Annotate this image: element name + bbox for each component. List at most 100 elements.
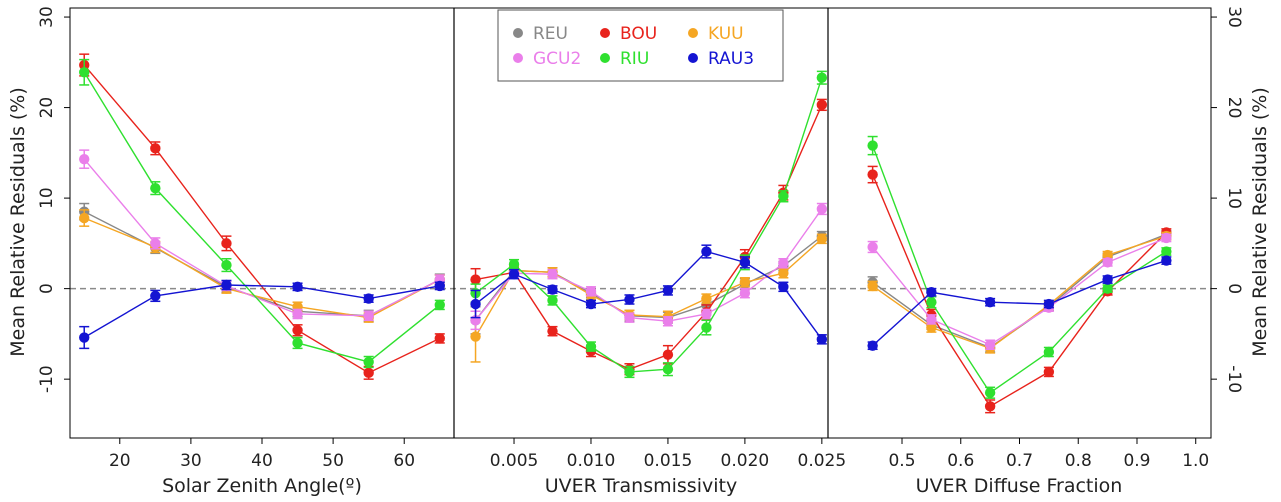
y-axis-title-right: Mean Relative Residuals (%) (1249, 87, 1271, 357)
legend-entry-bou: BOU (600, 24, 657, 44)
data-point-rau3 (434, 280, 445, 292)
data-point-kuu (470, 331, 481, 342)
x-tick-label-panel-1: 30 (180, 451, 202, 471)
legend-entry-riu: RIU (600, 49, 649, 69)
data-point-riu (508, 258, 520, 270)
x-axis-title-panel-1: Solar Zenith Angle(º) (162, 475, 362, 497)
data-point-riu (816, 72, 828, 83)
data-point-gcu2 (150, 238, 161, 249)
series-riu-panel-1 (79, 58, 445, 369)
series-line-kuu (83, 217, 441, 319)
legend-label-reu: REU (533, 24, 568, 44)
series-line-rau3 (872, 259, 1167, 347)
data-point-kuu (79, 212, 90, 224)
data-point-rau3 (221, 279, 232, 291)
data-point-riu (434, 299, 445, 311)
data-point-riu (984, 387, 996, 398)
series-line-gcu2 (872, 237, 1167, 346)
x-tick-label-panel-3: 1.0 (1182, 451, 1209, 471)
series-line-gcu2 (475, 208, 823, 322)
series-rau3-panel-3 (867, 255, 1172, 351)
data-point-rau3 (585, 298, 597, 310)
series-line-riu (83, 71, 441, 363)
data-point-gcu2 (585, 286, 597, 297)
y-tick-label-right: 10 (1224, 187, 1244, 209)
data-point-gcu2 (547, 268, 558, 280)
data-point-rau3 (508, 268, 520, 280)
data-point-kuu (926, 322, 937, 333)
legend-entry-gcu2: GCU2 (513, 49, 581, 69)
data-point-rau3 (1102, 274, 1113, 285)
data-point-gcu2 (816, 203, 828, 215)
x-axis-title-panel-2: UVER Transmissivity (545, 475, 737, 497)
data-point-kuu (816, 233, 828, 245)
data-point-bou (984, 401, 996, 412)
data-point-bou (363, 367, 374, 379)
y-tick-label-right: 0 (1224, 283, 1244, 294)
data-point-kuu (739, 277, 751, 288)
series-rau3-panel-1 (79, 279, 445, 350)
data-point-kuu (1102, 249, 1113, 261)
legend-marker-reu (513, 28, 523, 38)
data-point-riu (150, 182, 161, 194)
data-point-bou (150, 143, 161, 154)
data-point-riu (778, 191, 789, 202)
data-point-bou (470, 274, 481, 285)
x-tick-label-panel-2: 0.025 (798, 451, 847, 471)
x-tick-label-panel-2: 0.010 (567, 451, 616, 471)
series-gcu2-panel-2 (470, 202, 828, 331)
data-point-kuu (867, 280, 878, 292)
data-point-riu (1161, 246, 1172, 257)
data-point-riu (292, 337, 303, 349)
x-tick-label-panel-3: 0.6 (947, 451, 974, 471)
series-line-kuu (872, 235, 1167, 350)
y-tick-label-right: -10 (1224, 365, 1244, 393)
data-point-gcu2 (778, 258, 789, 269)
y-tick-label-left: 20 (37, 97, 57, 119)
data-point-gcu2 (701, 308, 712, 320)
data-point-rau3 (984, 297, 996, 308)
y-tick-label-left: 30 (37, 6, 57, 28)
data-point-gcu2 (1102, 257, 1113, 268)
data-point-rau3 (1161, 255, 1172, 266)
plot-frame (69, 7, 1212, 439)
data-point-bou (867, 169, 878, 180)
series-kuu-panel-1 (79, 209, 445, 323)
data-point-bou (547, 325, 558, 337)
legend-box (497, 9, 784, 82)
data-point-riu (701, 322, 712, 333)
data-point-bou (434, 333, 445, 344)
legend-label-kuu: KUU (708, 24, 744, 44)
data-point-kuu (701, 293, 712, 304)
x-tick-label-panel-2: 0.015 (644, 451, 693, 471)
series-bou-panel-1 (79, 53, 445, 380)
data-point-bou (1043, 366, 1055, 378)
data-point-riu (547, 295, 558, 306)
data-point-rau3 (470, 298, 481, 310)
data-point-riu (1043, 346, 1055, 358)
data-point-gcu2 (292, 308, 303, 320)
series-riu-panel-2 (470, 70, 828, 379)
data-point-riu (1102, 283, 1113, 294)
x-tick-label-panel-3: 0.8 (1065, 451, 1092, 471)
legend-label-riu: RIU (620, 49, 649, 69)
data-point-gcu2 (662, 316, 674, 327)
data-point-rau3 (150, 290, 161, 302)
y-tick-label-left: 10 (37, 187, 57, 209)
x-tick-label-panel-1: 40 (251, 451, 273, 471)
legend-marker-rau3 (688, 53, 698, 63)
legend-marker-riu (600, 53, 610, 63)
legend-marker-gcu2 (513, 53, 523, 63)
y-tick-label-right: 20 (1224, 97, 1244, 119)
data-point-rau3 (79, 332, 90, 343)
data-point-rau3 (778, 281, 789, 293)
y-axis-title-left: Mean Relative Residuals (%) (7, 87, 29, 357)
series-riu-panel-3 (867, 135, 1172, 399)
series-line-reu (872, 233, 1167, 349)
series-bou-panel-2 (470, 98, 828, 376)
data-point-gcu2 (867, 241, 878, 253)
data-point-rau3 (926, 287, 937, 298)
data-point-riu (624, 366, 635, 378)
data-point-bou (221, 238, 232, 249)
